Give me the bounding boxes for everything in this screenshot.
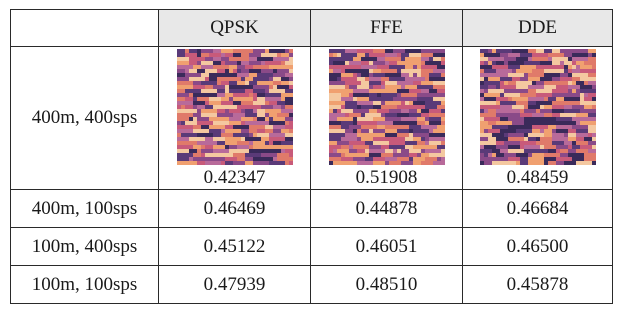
table-cell: 0.46684: [462, 189, 613, 228]
table-row: 400m, 100sps 0.46469 0.44878 0.46684: [10, 189, 613, 228]
results-table: QPSK FFE DDE 400m, 400sps 0.42347 0.5190…: [10, 9, 613, 304]
table-cell: 0.48510: [310, 265, 463, 304]
table-cell: 0.46469: [158, 189, 311, 228]
header-row: QPSK FFE DDE: [10, 9, 613, 47]
corner-cell: [10, 9, 159, 47]
image-cell-qpsk: 0.42347: [158, 46, 311, 190]
col-header-qpsk: QPSK: [158, 9, 311, 47]
table-cell: 0.45122: [158, 227, 311, 266]
col-header-dde: DDE: [462, 9, 613, 47]
mosaic-image-qpsk: [176, 49, 293, 165]
table-cell: 0.48459: [506, 167, 569, 188]
table-row: 400m, 400sps 0.42347 0.51908 0.48459: [10, 46, 613, 190]
table-cell: 0.46500: [462, 227, 613, 266]
col-header-ffe: FFE: [310, 9, 463, 47]
table-cell: 0.42347: [203, 167, 266, 188]
image-cell-ffe: 0.51908: [310, 46, 463, 190]
row-label: 100m, 100sps: [10, 265, 159, 304]
row-label: 400m, 100sps: [10, 189, 159, 228]
row-label: 400m, 400sps: [10, 46, 159, 190]
row-label: 100m, 400sps: [10, 227, 159, 266]
table-cell: 0.44878: [310, 189, 463, 228]
image-cell-dde: 0.48459: [462, 46, 613, 190]
table-cell: 0.46051: [310, 227, 463, 266]
mosaic-image-ffe: [328, 49, 445, 165]
table-cell: 0.51908: [355, 167, 418, 188]
table-cell: 0.47939: [158, 265, 311, 304]
table-row: 100m, 100sps 0.47939 0.48510 0.45878: [10, 265, 613, 304]
table-cell: 0.45878: [462, 265, 613, 304]
table-row: 100m, 400sps 0.45122 0.46051 0.46500: [10, 227, 613, 266]
mosaic-image-dde: [479, 49, 596, 165]
